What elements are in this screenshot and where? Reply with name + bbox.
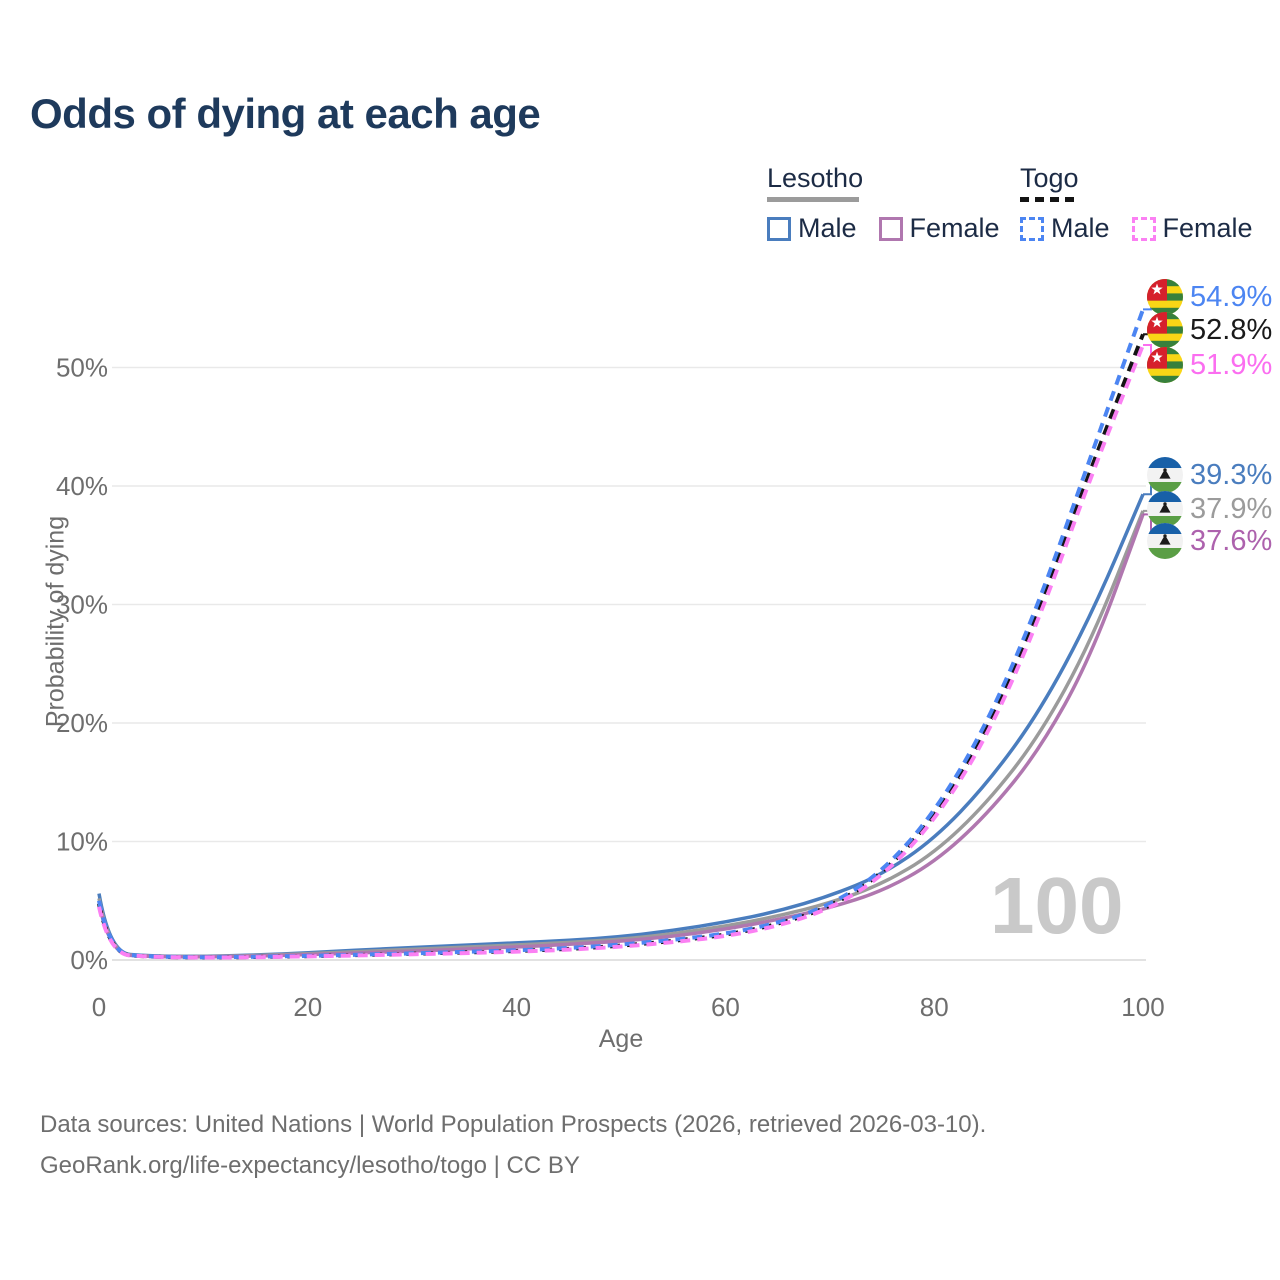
y-tick-40%: 40% <box>56 471 108 501</box>
togo-flag-icon <box>1147 312 1183 348</box>
x-tick-20: 20 <box>293 992 322 1022</box>
lesotho-male-swatch-icon <box>767 216 791 241</box>
x-tick-80: 80 <box>920 992 949 1022</box>
end-label-value: 37.6% <box>1190 524 1273 557</box>
end-label-togo-female: 51.9% <box>1147 346 1272 384</box>
data-sources-line: Data sources: United Nations | World Pop… <box>40 1111 987 1138</box>
end-label-value: 54.9% <box>1190 280 1273 313</box>
end-label-lesotho-female: 37.6% <box>1147 522 1272 560</box>
series-line-lesotho-female <box>97 513 1145 959</box>
y-tick-10%: 10% <box>56 827 108 857</box>
page-title: Odds of dying at each age <box>30 90 541 137</box>
y-tick-20%: 20% <box>56 708 108 738</box>
series-line-togo-female <box>97 344 1145 960</box>
legend-lesotho-female-label: Female <box>909 213 1000 243</box>
lesotho-female-swatch-icon <box>878 216 903 241</box>
togo-flag-icon <box>1147 347 1183 383</box>
y-tick-50%: 50% <box>56 353 108 383</box>
y-tick-30%: 30% <box>56 590 108 620</box>
legend-item-lesotho-male[interactable]: Male <box>767 213 857 244</box>
attribution-line: GeoRank.org/life-expectancy/lesotho/togo… <box>40 1152 580 1179</box>
y-tick-0%: 0% <box>70 945 108 975</box>
lesotho-flag-icon <box>1147 523 1183 559</box>
legend-togo-female-label: Female <box>1162 213 1253 243</box>
togo-male-swatch-icon <box>1020 216 1044 241</box>
end-label-value: 37.9% <box>1190 492 1273 525</box>
legend-togo-title: Togo <box>1020 163 1079 193</box>
end-label-value: 52.8% <box>1190 313 1273 346</box>
y-axis-title: Probability of dying <box>41 515 70 728</box>
togo-flag-icon <box>1147 279 1183 315</box>
legend-lesotho-title: Lesotho <box>767 163 864 193</box>
age-watermark: 100 <box>990 861 1124 950</box>
x-tick-100: 100 <box>1121 992 1164 1022</box>
legend-togo-male-label: Male <box>1051 213 1110 243</box>
series-line-togo-total <box>97 333 1145 960</box>
end-label-lesotho-both: 37.9% <box>1147 490 1272 528</box>
togo-female-swatch-icon <box>1131 216 1156 241</box>
end-label-lesotho-male: 39.3% <box>1147 456 1272 494</box>
footer: Data sources: United Nations | World Pop… <box>40 1104 986 1186</box>
legend-lesotho-male-label: Male <box>798 213 857 243</box>
x-tick-60: 60 <box>711 992 740 1022</box>
legend-item-togo-male[interactable]: Male <box>1020 213 1110 244</box>
lesotho-flag-icon <box>1147 457 1183 493</box>
lesotho-solid-line-swatch <box>767 197 859 202</box>
legend-item-togo-female[interactable]: Female <box>1131 213 1253 244</box>
x-axis-title: Age <box>598 1025 644 1053</box>
togo-dashed-line-swatch <box>1020 197 1078 202</box>
end-label-togo-male: 54.9% <box>1147 278 1272 316</box>
x-tick-0: 0 <box>92 992 106 1022</box>
end-label-togo-both: 52.8% <box>1147 311 1272 349</box>
legend-item-lesotho-female[interactable]: Female <box>878 213 1000 244</box>
x-tick-40: 40 <box>502 992 531 1022</box>
legend-group-lesotho: Lesotho Male Female <box>767 163 1000 244</box>
end-label-value: 39.3% <box>1190 458 1273 491</box>
series-line-togo-male <box>97 308 1145 960</box>
lesotho-flag-icon <box>1147 491 1183 527</box>
legend-group-togo: Togo Male Female <box>1020 163 1253 244</box>
end-label-value: 51.9% <box>1190 348 1273 381</box>
